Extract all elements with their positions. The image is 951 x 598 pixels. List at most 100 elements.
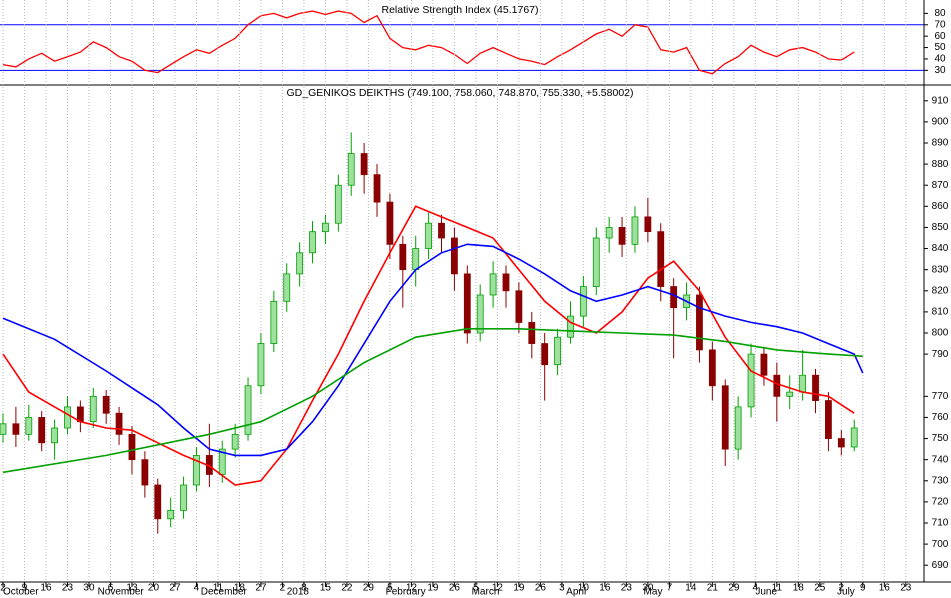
y-tick-label: 880 — [932, 159, 949, 170]
x-tick-label: 30 — [83, 583, 95, 594]
candle-body — [51, 427, 58, 444]
y-tick-label: 50 — [934, 42, 946, 53]
y-tick-label: 60 — [934, 31, 946, 42]
x-tick-label: 27 — [255, 583, 267, 594]
x-tick-label: 11 — [772, 583, 783, 594]
y-tick-label: 40 — [934, 54, 946, 65]
candle-body — [425, 222, 433, 249]
x-tick-label: 4 — [194, 583, 200, 594]
candle-body — [141, 459, 149, 486]
y-tick-label: 770 — [932, 391, 949, 402]
y-tick-label: 730 — [932, 475, 949, 486]
x-tick-label: 12 — [492, 583, 504, 594]
x-tick-label: 2 — [280, 583, 286, 594]
y-tick-label: 70 — [934, 19, 946, 30]
candle-body — [270, 300, 278, 344]
month-label: April — [566, 587, 586, 598]
candle-body — [747, 353, 755, 408]
y-tick-label: 30 — [934, 65, 946, 76]
y-tick-label: 80 — [934, 8, 946, 19]
candle-body — [631, 216, 639, 245]
candle-body — [296, 252, 304, 275]
month-label: June — [755, 587, 777, 598]
candle-body — [12, 423, 20, 435]
x-tick-label: 19 — [513, 583, 525, 594]
candle-body — [850, 427, 858, 448]
candle-body — [257, 343, 265, 387]
candle-body — [734, 406, 742, 450]
x-tick-label: 22 — [341, 583, 353, 594]
candle-body — [373, 174, 381, 203]
x-tick-label: 26 — [449, 583, 461, 594]
y-tick-label: 690 — [932, 560, 949, 571]
candle-body — [244, 385, 252, 435]
month-label: 2018 — [287, 587, 310, 598]
x-tick-label: 26 — [535, 583, 547, 594]
x-tick-label: 18 — [234, 583, 246, 594]
x-tick-label: 9 — [22, 583, 28, 594]
x-tick-label: 25 — [814, 583, 826, 594]
candle-body — [231, 433, 239, 450]
x-tick-label: 2 — [0, 583, 6, 594]
candle-body — [25, 417, 33, 435]
month-label: March — [472, 587, 500, 598]
x-tick-label: 3 — [559, 583, 565, 594]
candle-body — [115, 412, 123, 435]
candle-body — [502, 273, 510, 292]
candle-body — [825, 400, 832, 439]
candle-body — [786, 391, 794, 397]
candle-body — [812, 374, 819, 401]
candle-body — [283, 273, 291, 302]
x-tick-label: 10 — [578, 583, 590, 594]
candle-body — [218, 448, 226, 475]
month-label: December — [201, 587, 248, 598]
month-label: November — [98, 587, 145, 598]
x-tick-label: 29 — [728, 583, 740, 594]
candle-body — [89, 395, 97, 423]
candle-body — [180, 484, 187, 511]
candle-body — [309, 231, 316, 254]
candle-body — [412, 248, 420, 271]
month-label: February — [386, 587, 426, 598]
x-tick-label: 16 — [599, 583, 611, 594]
candle-body — [38, 417, 46, 444]
rsi-title: Relative Strength Index (45.1767) — [381, 4, 538, 16]
candle-body — [128, 433, 136, 461]
candle-body — [347, 153, 355, 186]
x-tick-label: 7 — [667, 583, 673, 594]
x-tick-label: 12 — [406, 583, 418, 594]
x-tick-label: 23 — [62, 583, 74, 594]
x-tick-label: 20 — [148, 583, 160, 594]
x-tick-label: 18 — [793, 583, 805, 594]
candle-body — [670, 286, 678, 309]
candle-body — [360, 153, 368, 176]
y-tick-label: 860 — [932, 201, 949, 212]
x-tick-label: 5 — [387, 583, 393, 594]
moving-average-line — [2, 243, 864, 457]
moving-average-line — [2, 328, 863, 474]
candle-body — [837, 438, 845, 448]
candle-body — [644, 216, 652, 233]
y-tick-label: 710 — [932, 518, 949, 529]
y-tick-label: 750 — [932, 433, 949, 444]
candle-body — [579, 286, 587, 317]
y-tick-label: 720 — [932, 497, 949, 508]
y-tick-label: 830 — [932, 264, 949, 275]
candle-body — [334, 184, 342, 224]
x-tick-label: 5 — [473, 583, 479, 594]
month-label: October — [3, 587, 39, 598]
y-tick-label: 900 — [932, 117, 949, 128]
candle-body — [618, 227, 626, 245]
candle-body — [386, 201, 394, 245]
y-tick-label: 850 — [932, 222, 949, 233]
candle-body — [476, 294, 484, 334]
x-tick-label: 16 — [40, 583, 52, 594]
y-tick-label: 740 — [932, 454, 949, 465]
candle-body — [760, 353, 768, 376]
candle-body — [193, 455, 200, 486]
candle-body — [696, 294, 703, 351]
y-tick-label: 790 — [932, 349, 949, 360]
y-tick-label: 800 — [932, 328, 949, 339]
candle-body — [76, 406, 84, 423]
